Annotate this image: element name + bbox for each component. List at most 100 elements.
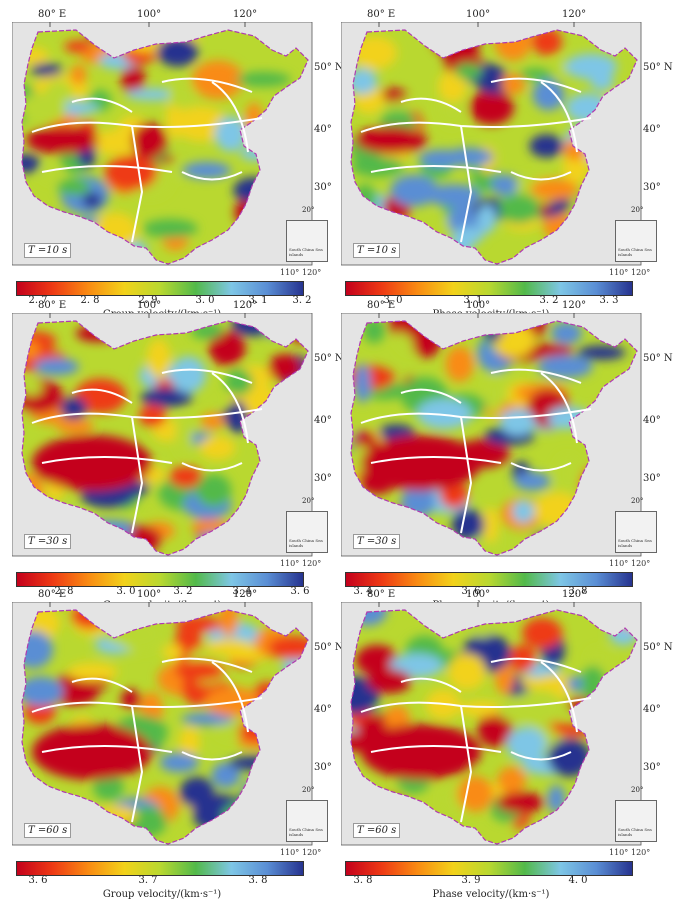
velocity-map-phase-60 [341,602,642,846]
tectonic-boundary-line [400,388,462,404]
latitude-label: 40° [314,415,332,426]
latitude-label: 50° N [643,642,673,653]
longitude-label: 100° [466,589,491,600]
latitude-label: 20° [302,786,315,794]
tectonic-boundary-line [71,97,133,113]
inset-caption: South China Sea islands [289,538,323,548]
tectonic-boundary-line [540,372,578,444]
tectonic-boundary-line [131,125,144,243]
colorbar-tick-label: 3. 6 [28,875,48,886]
colorbar-caption: Group velocity/(km·s⁻¹) [102,889,222,900]
velocity-map-group-30 [12,313,313,557]
tectonic-boundary-line [211,661,249,733]
longitude-label: 100° [466,9,491,20]
colorbar-tick-label: 2. 8 [54,586,74,597]
inset-caption: South China Sea islands [289,827,323,837]
latitude-label: 40° [314,704,332,715]
longitude-label: 120° [233,300,258,311]
tectonic-boundary-line [460,416,473,534]
inset-longitude-label: 120° [302,268,322,277]
inset-longitude-label: 110° [609,268,629,277]
tectonic-boundary-line [211,81,249,153]
longitude-label: 80° E [367,589,396,600]
national-boundary [21,609,309,845]
south-china-sea-inset: South China Sea islands [286,220,328,262]
longitude-label: 120° [233,589,258,600]
latitude-label: 40° [643,415,661,426]
latitude-label: 30° [314,473,332,484]
colorbar-tick-label: 3. 0 [195,295,215,306]
south-china-sea-inset: South China Sea islands [615,800,657,842]
velocity-map-group-60 [12,602,313,846]
latitude-label: 30° [643,473,661,484]
longitude-label: 80° E [367,300,396,311]
latitude-label: 30° [314,182,332,193]
inset-longitude-label: 110° [609,848,629,857]
latitude-label: 50° N [314,353,344,364]
colorbar-tick-label: 3. 9 [461,875,481,886]
tectonic-boundary-line [131,705,144,823]
tectonic-boundary-line [370,745,502,753]
colorbar [16,281,304,296]
tectonic-boundary-line [181,462,243,472]
colorbar [345,861,633,876]
latitude-label: 40° [314,124,332,135]
colorbar-tick-label: 3. 2 [173,586,193,597]
longitude-label: 80° E [38,300,67,311]
colorbar-tick-label: 3. 3 [599,295,619,306]
inset-longitude-label: 110° [280,559,300,568]
colorbar-tick-label: 3. 0 [383,295,403,306]
longitude-label: 120° [562,9,587,20]
tectonic-boundary-line [490,657,582,673]
latitude-label: 40° [643,124,661,135]
colorbar-tick-label: 3. 4 [232,586,252,597]
tectonic-boundary-line [540,661,578,733]
tectonic-boundary-line [41,165,173,173]
tectonic-boundary-line [211,372,249,444]
tectonic-boundary-line [490,77,582,93]
period-label: T =30 s [24,534,72,549]
longitude-label: 100° [466,300,491,311]
inset-caption: South China Sea islands [618,247,652,257]
latitude-label: 20° [302,206,315,214]
inset-longitude-label: 120° [631,268,651,277]
inset-caption: South China Sea islands [618,538,652,548]
inset-longitude-label: 110° [609,559,629,568]
inset-longitude-label: 120° [302,848,322,857]
tectonic-boundary-line [161,368,253,384]
latitude-label: 40° [643,704,661,715]
longitude-label: 80° E [38,589,67,600]
tectonic-boundary-line [400,677,462,693]
colorbar-tick-label: 3. 8 [568,586,588,597]
tectonic-boundary-line [490,368,582,384]
colorbar-tick-label: 3. 8 [353,875,373,886]
inset-longitude-label: 120° [302,559,322,568]
inset-longitude-label: 120° [631,848,651,857]
tectonic-boundary-line [460,125,473,243]
velocity-map-phase-30 [341,313,642,557]
tectonic-boundary-line [510,462,572,472]
colorbar-tick-label: 3. 0 [116,586,136,597]
tectonic-boundary-line [540,81,578,153]
period-label: T =10 s [24,243,72,258]
tectonic-boundary-line [131,416,144,534]
tectonic-boundary-line [370,165,502,173]
colorbar [16,861,304,876]
inset-caption: South China Sea islands [618,827,652,837]
inset-longitude-label: 110° [280,848,300,857]
period-label: T =60 s [24,823,72,838]
latitude-label: 50° N [314,62,344,73]
colorbar-tick-label: 3. 2 [292,295,312,306]
latitude-label: 20° [631,786,644,794]
period-label: T =60 s [353,823,401,838]
tectonic-boundary-line [370,456,502,464]
latitude-label: 20° [631,206,644,214]
velocity-map-group-10 [12,22,313,266]
latitude-label: 30° [643,762,661,773]
colorbar-tick-label: 2. 7 [28,295,48,306]
south-china-sea-inset: South China Sea islands [286,800,328,842]
tectonic-boundary-line [510,751,572,761]
